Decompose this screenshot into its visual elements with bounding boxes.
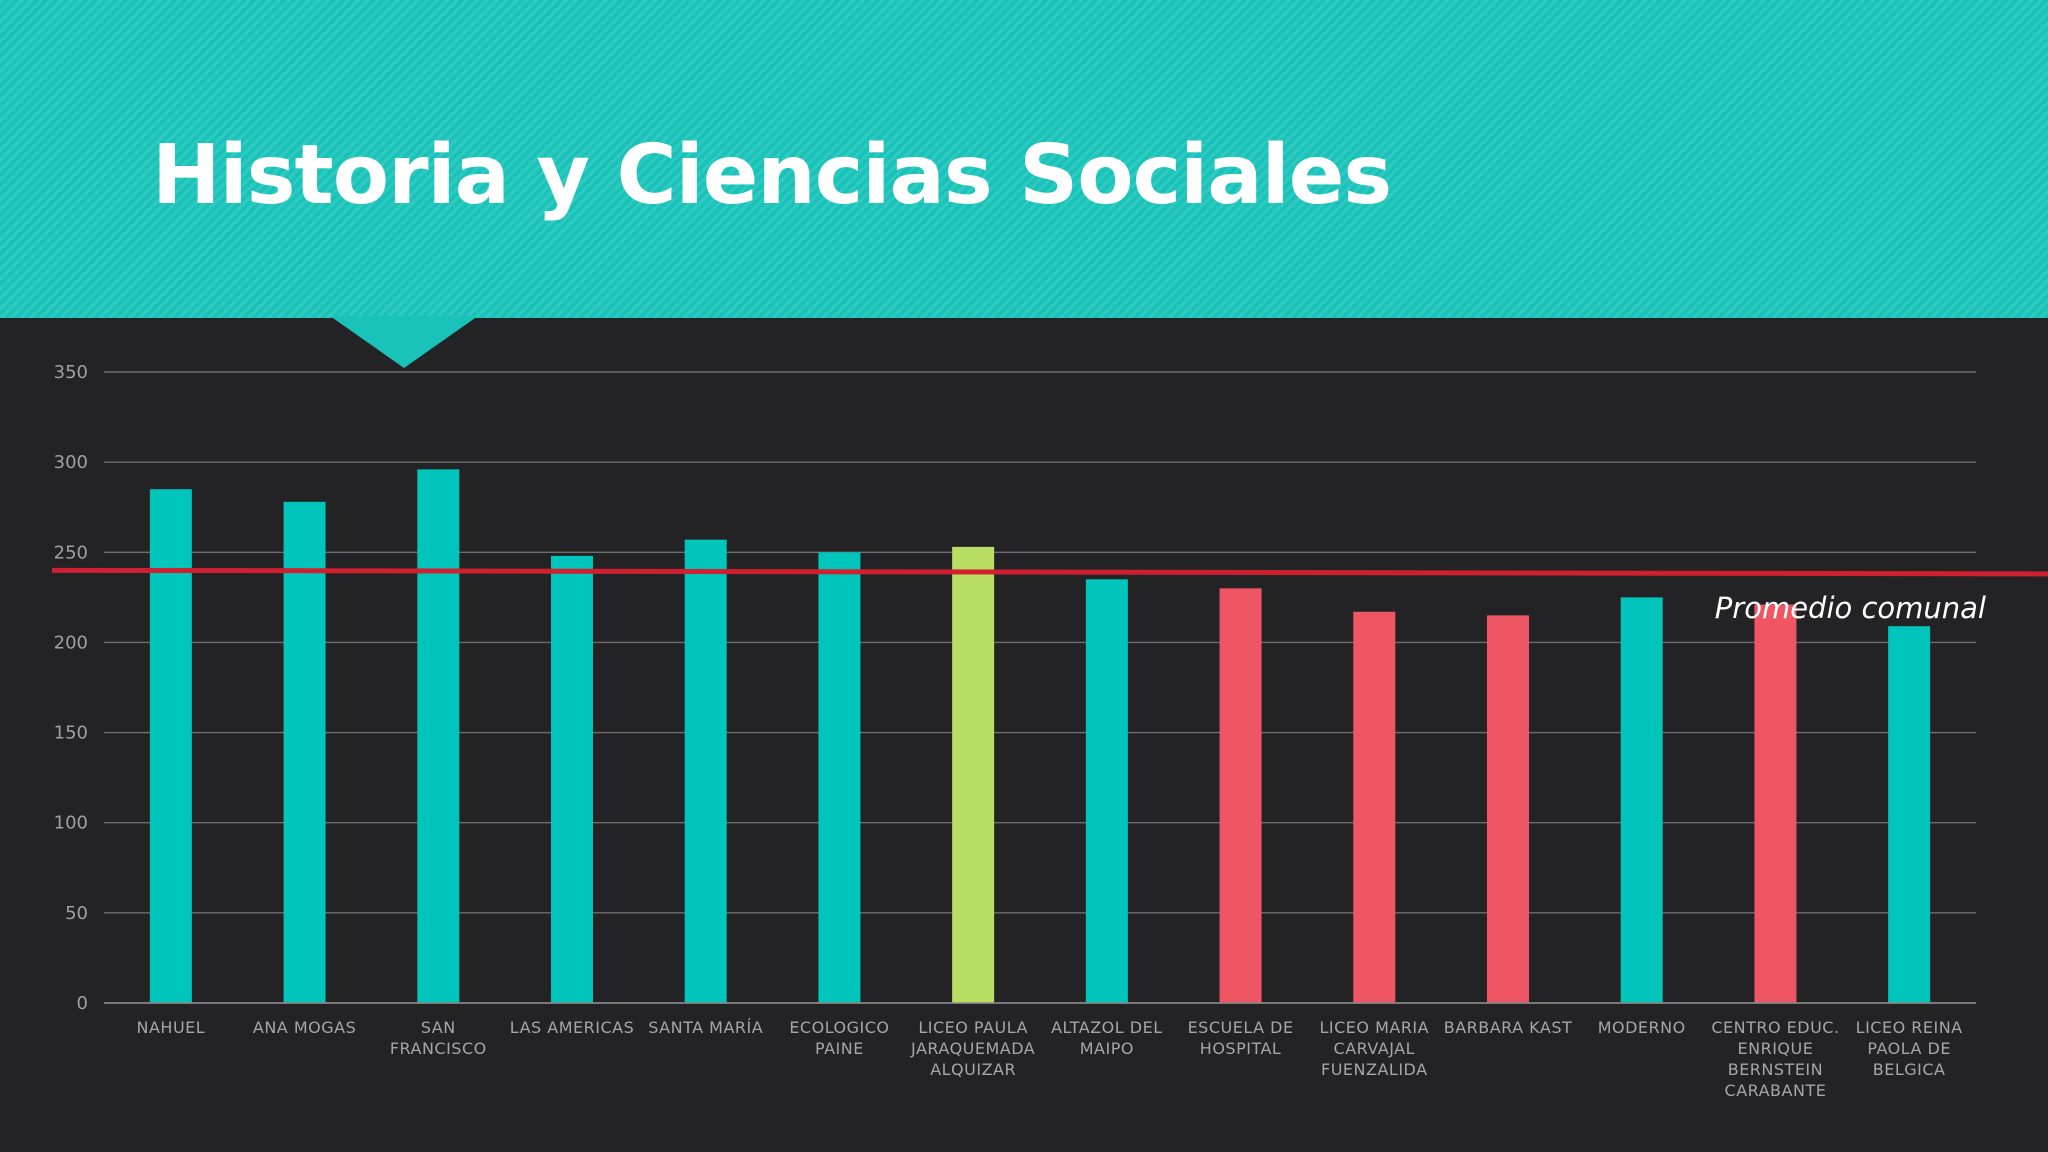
category-label-3: LAS AMERICAS: [510, 1018, 634, 1037]
y-tick-label-100: 100: [54, 813, 88, 834]
bar-12: [1754, 604, 1797, 1003]
average-line-label: Promedio comunal: [1715, 591, 1986, 625]
bar-1: [283, 501, 326, 1003]
y-tick-label-200: 200: [54, 632, 88, 653]
category-label-4: SANTA MARÍA: [648, 1018, 763, 1037]
category-label-2: SAN FRANCISCO: [390, 1018, 487, 1058]
y-tick-label-250: 250: [54, 542, 88, 563]
y-tick-label-150: 150: [54, 723, 88, 744]
bar-6: [952, 546, 995, 1003]
header-band: [0, 0, 2048, 318]
category-label-11: MODERNO: [1598, 1018, 1686, 1037]
category-label-10: BARBARA KAST: [1444, 1018, 1573, 1037]
category-label-5: ECOLOGICO PAINE: [789, 1018, 889, 1058]
header-notch: [330, 316, 478, 368]
y-tick-label-350: 350: [54, 362, 88, 383]
bar-13: [1888, 626, 1931, 1003]
category-label-12: CENTRO EDUC. ENRIQUE BERNSTEIN CARABANTE: [1711, 1018, 1839, 1100]
y-tick-label-0: 0: [77, 993, 88, 1014]
bar-7: [1085, 579, 1128, 1003]
bar-4: [684, 539, 727, 1003]
y-tick-label-50: 50: [65, 903, 88, 924]
bar-2: [417, 469, 460, 1004]
category-label-9: LICEO MARIA CARVAJAL FUENZALIDA: [1319, 1018, 1429, 1079]
y-tick-label-300: 300: [54, 452, 88, 473]
average-line: [51, 567, 2048, 577]
bar-5: [818, 552, 861, 1003]
category-label-0: NAHUEL: [137, 1018, 206, 1037]
category-label-8: ESCUELA DE HOSPITAL: [1188, 1018, 1294, 1058]
bar-3: [551, 555, 593, 1003]
category-label-13: LICEO REINA PAOLA DE BELGICA: [1856, 1018, 1963, 1079]
category-label-6: LICEO PAULA JARAQUEMADA ALQUIZAR: [910, 1018, 1035, 1079]
slide-title: Historia y Ciencias Sociales: [152, 128, 1392, 223]
bar-10: [1487, 615, 1529, 1003]
bar-0: [149, 489, 192, 1004]
bar-8: [1219, 588, 1262, 1003]
category-label-7: ALTAZOL DEL MAIPO: [1051, 1018, 1163, 1058]
bar-11: [1620, 597, 1663, 1003]
bar-9: [1353, 611, 1396, 1003]
category-label-1: ANA MOGAS: [253, 1018, 356, 1037]
